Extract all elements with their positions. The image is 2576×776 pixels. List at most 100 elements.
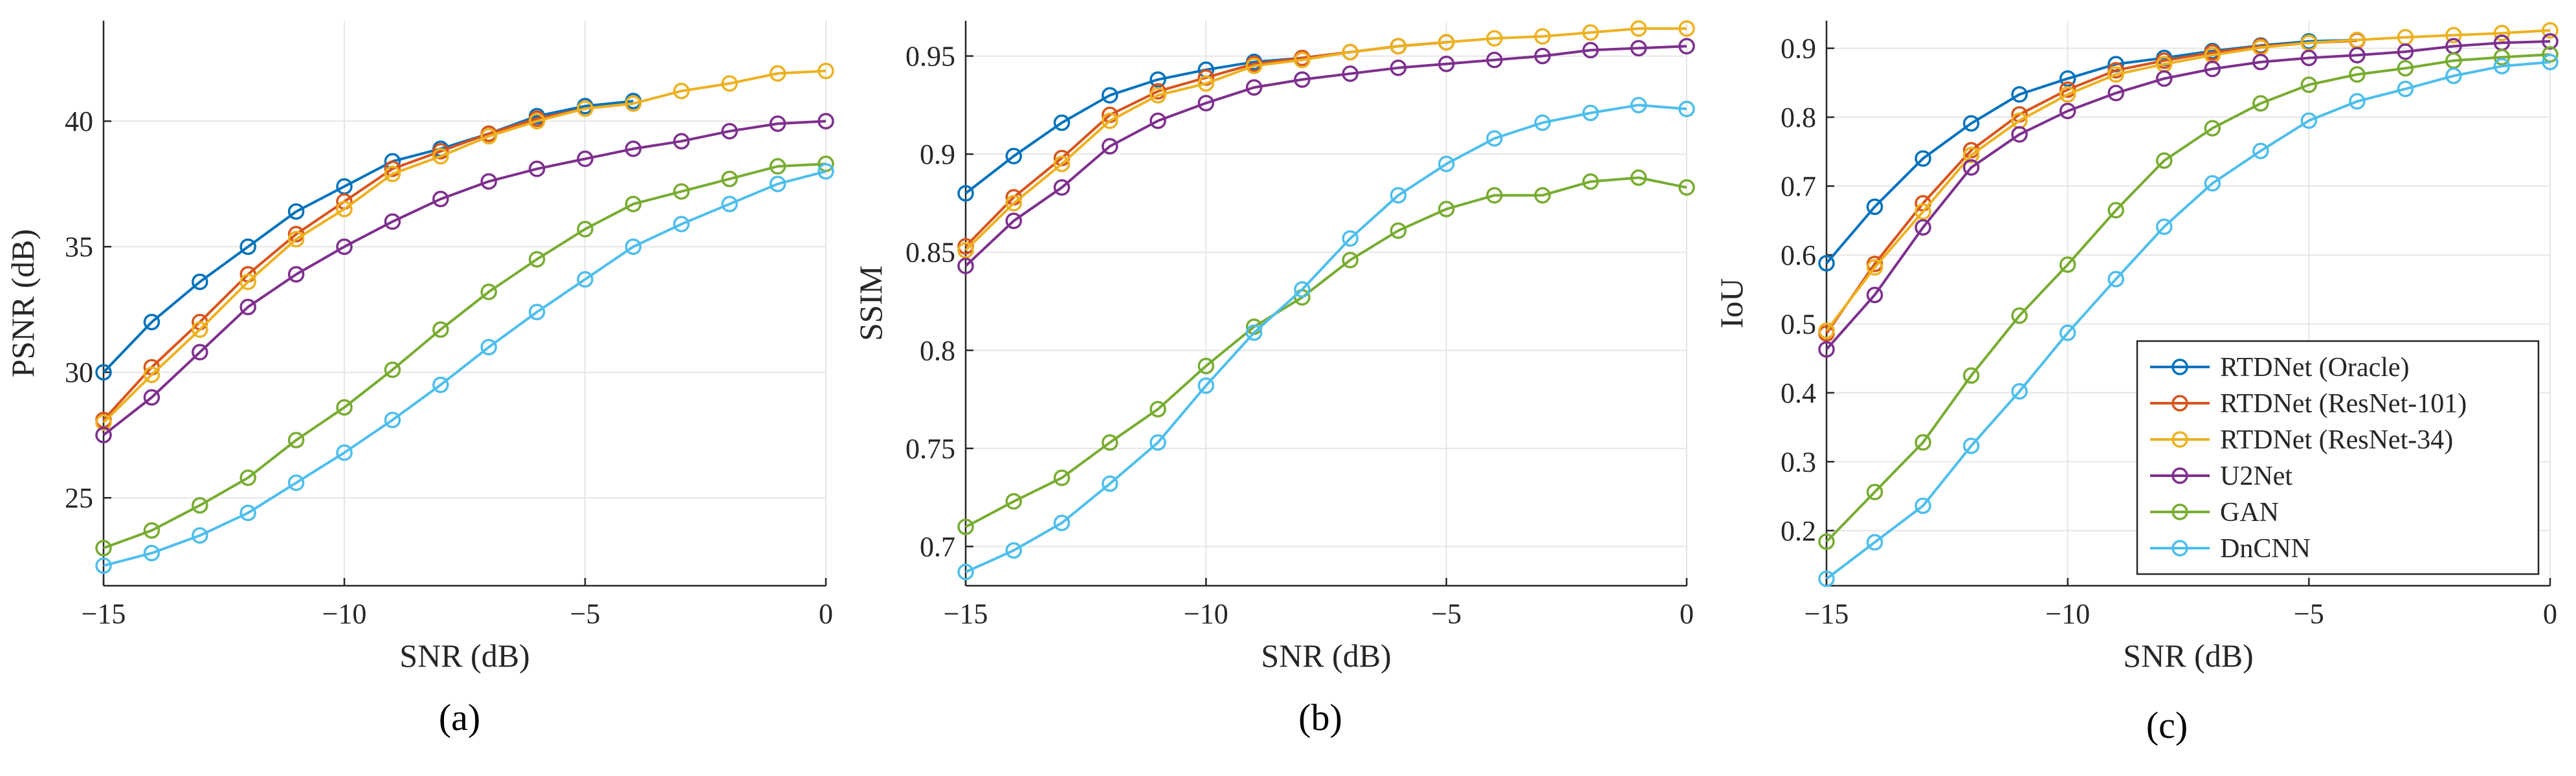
data-point-dncnn — [721, 195, 738, 212]
chart-panel-2: −15 −10 −5 0 0.7 0.75 0.8 0.85 0.9 0.95 SNR (dB) SS… — [852, 20, 1695, 738]
y-tick-label: 40 — [65, 105, 93, 137]
y-tick-label: 0.85 — [905, 237, 955, 269]
data-point-rtdnet-resnet-34 — [1342, 43, 1359, 61]
data-point-u2net — [2204, 60, 2221, 78]
x-tick-label: −15 — [944, 598, 988, 630]
data-point-gan — [957, 518, 974, 535]
data-point-dncnn — [239, 504, 256, 522]
data-point-dncnn — [1962, 438, 1980, 454]
data-point-rtdnet-resnet-34 — [1818, 322, 1835, 339]
y-tick-label: 0.7 — [1781, 171, 1816, 203]
data-point-gan — [2107, 202, 2124, 219]
data-point-rtdnet-resnet-34 — [1005, 195, 1023, 212]
data-point-rtdnet-resnet-34 — [1053, 155, 1071, 173]
data-point-u2net — [239, 298, 256, 316]
data-point-gan — [1197, 357, 1215, 375]
data-point-rtdnet-resnet-34 — [480, 127, 497, 145]
data-point-rtdnet-oracle — [1962, 115, 1980, 132]
series-line-u2net — [102, 120, 827, 436]
data-point-u2net — [2542, 33, 2559, 50]
data-point-dncnn — [528, 304, 546, 320]
data-point-rtdnet-resnet-34 — [1866, 259, 1883, 276]
data-point-rtdnet-resnet-34 — [1390, 38, 1407, 55]
data-point-rtdnet-oracle — [1102, 87, 1118, 104]
data-point-u2net — [1149, 112, 1166, 129]
data-point-u2net — [1582, 41, 1599, 59]
y-axis-label: PSNR (dB) — [5, 229, 41, 377]
data-point-gan — [2011, 307, 2028, 324]
data-point-u2net — [1678, 38, 1695, 55]
data-point-rtdnet-resnet-34 — [1102, 112, 1118, 129]
data-point-gan — [1866, 483, 1883, 500]
y-tick-label: 0.6 — [1781, 239, 1816, 271]
y-tick-label: 0.95 — [905, 41, 955, 72]
data-point-u2net — [957, 258, 974, 274]
data-point-rtdnet-resnet-34 — [1197, 75, 1215, 92]
data-point-gan — [1486, 187, 1503, 204]
data-point-dncnn — [817, 163, 834, 180]
data-point-dncnn — [287, 474, 305, 491]
data-point-u2net — [2155, 70, 2173, 87]
y-tick-label: 0.9 — [1781, 33, 1816, 65]
data-point-gan — [2204, 120, 2221, 137]
series-line-u2net — [964, 45, 1687, 267]
data-point-u2net — [143, 389, 161, 406]
data-point-rtdnet-resnet-34 — [336, 201, 353, 217]
data-point-gan — [480, 283, 497, 300]
panel-label: (a) — [439, 696, 480, 738]
data-point-dncnn — [769, 175, 786, 192]
data-point-gan — [817, 155, 834, 172]
data-point-u2net — [2252, 54, 2269, 71]
data-point-rtdnet-resnet-34 — [1962, 146, 1980, 164]
data-point-rtdnet-oracle — [1005, 148, 1023, 164]
data-point-dncnn — [957, 564, 974, 581]
data-point-gan — [143, 522, 161, 539]
data-point-rtdnet-oracle — [2011, 86, 2028, 103]
data-point-rtdnet-oracle — [1818, 255, 1835, 272]
data-point-dncnn — [2349, 93, 2366, 110]
series-line-u2net — [1825, 39, 2551, 351]
data-point-rtdnet-oracle — [192, 273, 208, 291]
data-point-rtdnet-oracle — [95, 364, 112, 381]
data-point-dncnn — [1294, 281, 1311, 298]
data-point-rtdnet-resnet-34 — [673, 82, 690, 100]
y-tick-label: 30 — [65, 357, 93, 388]
data-point-gan — [1630, 169, 1647, 186]
data-point-gan — [673, 183, 690, 200]
series-line-gan — [103, 162, 827, 549]
x-tick-label: 0 — [1680, 598, 1694, 630]
data-point-rtdnet-resnet-34 — [143, 366, 161, 383]
y-tick-label: 0.3 — [1781, 446, 1816, 478]
data-point-rtdnet-resnet-34 — [577, 100, 594, 117]
data-point-gan — [1438, 201, 1455, 217]
data-point-rtdnet-resnet-34 — [1294, 51, 1311, 69]
data-point-gan — [2155, 152, 2173, 169]
data-point-dncnn — [1630, 96, 1647, 114]
data-point-u2net — [432, 190, 449, 208]
y-axis-label: IoU — [1713, 278, 1749, 329]
data-point-gan — [1342, 252, 1359, 269]
legend-entry-rtdnet-resnet-34: RTDNet (ResNet-34) — [2220, 425, 2453, 455]
legend-entry-rtdnet-oracle: RTDNet (Oracle) — [2220, 353, 2410, 382]
data-point-u2net — [192, 344, 208, 360]
data-point-u2net — [1818, 341, 1835, 358]
y-tick-label: 0.2 — [1781, 515, 1816, 547]
legend-marker-dncnn — [2171, 540, 2188, 557]
data-point-dncnn — [384, 412, 401, 428]
data-point-u2net — [577, 150, 594, 168]
data-point-gan — [2349, 66, 2366, 83]
y-tick-label: 0.4 — [1781, 377, 1816, 409]
data-point-gan — [384, 361, 401, 379]
x-tick-label: −10 — [2045, 598, 2090, 630]
data-point-rtdnet-resnet-34 — [1534, 28, 1551, 45]
legend-marker-rtdnet-resnet-34 — [2171, 431, 2188, 448]
data-point-rtdnet-resnet-101 — [432, 143, 449, 160]
data-point-dncnn — [480, 338, 497, 356]
legend: RTDNet (Oracle) RTDNet (ResNet-101) RTDNet… — [2136, 340, 2540, 575]
data-point-u2net — [1053, 179, 1071, 196]
data-point-rtdnet-resnet-34 — [384, 165, 401, 183]
data-point-u2net — [769, 115, 786, 132]
x-tick-label: −5 — [570, 598, 601, 630]
data-point-dncnn — [1390, 187, 1407, 204]
data-point-dncnn — [577, 271, 594, 288]
